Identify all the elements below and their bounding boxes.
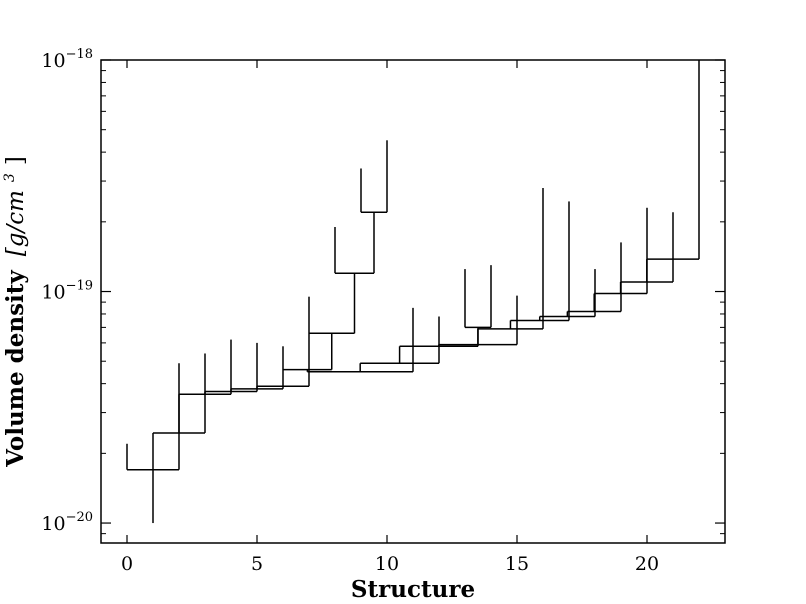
dendrogram-lines — [126, 60, 700, 524]
y-tick-label: 10−19 — [41, 279, 93, 304]
y-axis-title: Volume density [g/cm 3 ] — [0, 156, 29, 468]
x-tick-label: 0 — [121, 553, 133, 575]
y-tick-label: 10−18 — [41, 47, 93, 72]
x-tick-label: 5 — [251, 553, 263, 575]
y-tick-label: 10−20 — [41, 510, 93, 535]
y-axis-ticks: 10−20 10−19 10−18 — [41, 47, 725, 535]
x-axis-ticks: 0 5 10 15 20 — [121, 60, 659, 575]
plot-frame — [100, 59, 726, 544]
x-axis-title: Structure — [351, 576, 475, 603]
y-axis-unit: [g/cm — [3, 190, 29, 256]
x-tick-label: 10 — [375, 553, 399, 575]
x-tick-label: 15 — [505, 553, 529, 575]
y-axis-unit-close: ] — [3, 156, 29, 165]
y-axis-title-text: Volume density — [2, 270, 29, 468]
y-axis-unit-exponent: 3 — [2, 173, 18, 182]
x-tick-label: 20 — [635, 553, 659, 575]
